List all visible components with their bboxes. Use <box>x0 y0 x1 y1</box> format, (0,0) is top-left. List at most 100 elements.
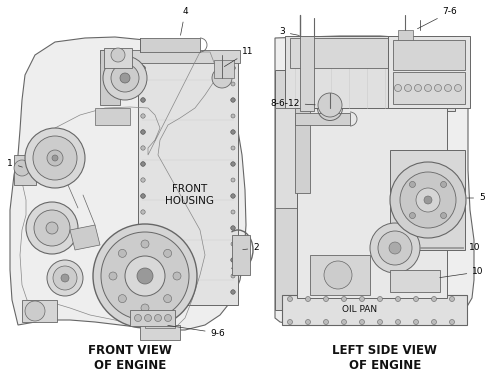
Text: 5: 5 <box>467 194 485 203</box>
Bar <box>214 60 234 78</box>
Bar <box>232 235 250 275</box>
Circle shape <box>141 304 149 312</box>
Polygon shape <box>10 37 246 330</box>
Circle shape <box>450 319 454 324</box>
Text: 7-6: 7-6 <box>418 7 458 29</box>
Circle shape <box>370 223 420 273</box>
Circle shape <box>26 202 78 254</box>
Circle shape <box>394 85 402 92</box>
Circle shape <box>101 232 189 320</box>
Circle shape <box>141 82 145 86</box>
Circle shape <box>360 296 364 301</box>
Bar <box>140 325 180 340</box>
Circle shape <box>141 210 145 214</box>
Bar <box>138 55 238 305</box>
Bar <box>390 150 465 250</box>
Circle shape <box>231 98 235 102</box>
Text: 2: 2 <box>243 244 259 253</box>
Circle shape <box>33 136 77 180</box>
Circle shape <box>25 128 85 188</box>
Circle shape <box>34 210 70 246</box>
Circle shape <box>25 301 45 321</box>
Circle shape <box>414 85 422 92</box>
Circle shape <box>396 319 400 324</box>
Circle shape <box>231 82 235 86</box>
Polygon shape <box>95 108 130 125</box>
Circle shape <box>137 268 153 284</box>
Polygon shape <box>130 310 175 326</box>
Circle shape <box>164 315 172 322</box>
Circle shape <box>141 226 145 230</box>
Polygon shape <box>100 50 240 63</box>
Circle shape <box>93 224 197 328</box>
Circle shape <box>414 296 418 301</box>
Bar <box>393 72 465 104</box>
Circle shape <box>231 162 235 166</box>
Circle shape <box>111 64 139 92</box>
Bar <box>14 155 36 185</box>
Bar <box>393 40 465 70</box>
Circle shape <box>389 242 401 254</box>
Circle shape <box>61 274 69 282</box>
Circle shape <box>141 114 145 118</box>
Circle shape <box>231 162 235 166</box>
Circle shape <box>432 319 436 324</box>
Bar <box>104 48 132 68</box>
Circle shape <box>14 160 30 176</box>
Circle shape <box>118 249 126 257</box>
Circle shape <box>231 290 235 294</box>
Circle shape <box>400 172 456 228</box>
Circle shape <box>324 319 328 324</box>
Circle shape <box>118 294 126 303</box>
Circle shape <box>324 261 352 289</box>
Text: 10: 10 <box>440 267 484 277</box>
Circle shape <box>231 66 235 70</box>
Circle shape <box>318 93 342 117</box>
Circle shape <box>141 98 145 102</box>
Bar <box>388 36 470 108</box>
Bar <box>290 38 445 68</box>
Circle shape <box>154 315 162 322</box>
Circle shape <box>231 210 235 214</box>
Circle shape <box>396 296 400 301</box>
Text: 10: 10 <box>421 244 481 253</box>
Circle shape <box>454 85 462 92</box>
Circle shape <box>141 146 145 150</box>
Circle shape <box>141 66 145 70</box>
Circle shape <box>141 290 145 294</box>
Bar <box>145 318 175 328</box>
Circle shape <box>53 266 77 290</box>
Circle shape <box>231 290 235 294</box>
Bar <box>390 270 440 292</box>
Bar <box>295 113 350 125</box>
Polygon shape <box>275 36 474 325</box>
Circle shape <box>46 222 58 234</box>
Circle shape <box>432 296 436 301</box>
Polygon shape <box>70 225 100 250</box>
Circle shape <box>141 242 145 246</box>
Circle shape <box>424 196 432 204</box>
Circle shape <box>231 226 235 230</box>
Text: 4: 4 <box>180 7 188 35</box>
Bar <box>275 70 297 310</box>
Circle shape <box>164 249 172 257</box>
Circle shape <box>450 296 454 301</box>
Circle shape <box>173 272 181 280</box>
Circle shape <box>414 319 418 324</box>
Circle shape <box>141 226 145 230</box>
Polygon shape <box>100 50 120 105</box>
Circle shape <box>52 155 58 161</box>
Circle shape <box>231 114 235 118</box>
Bar <box>297 108 447 298</box>
Text: 11: 11 <box>224 47 254 67</box>
Text: FRONT VIEW
OF ENGINE: FRONT VIEW OF ENGINE <box>88 344 172 372</box>
Bar <box>398 30 413 40</box>
Circle shape <box>231 242 235 246</box>
Polygon shape <box>140 38 200 52</box>
Bar <box>285 36 455 111</box>
Circle shape <box>231 194 235 198</box>
Circle shape <box>410 213 416 218</box>
Circle shape <box>141 258 145 262</box>
Bar <box>22 300 57 322</box>
Bar <box>300 36 314 111</box>
